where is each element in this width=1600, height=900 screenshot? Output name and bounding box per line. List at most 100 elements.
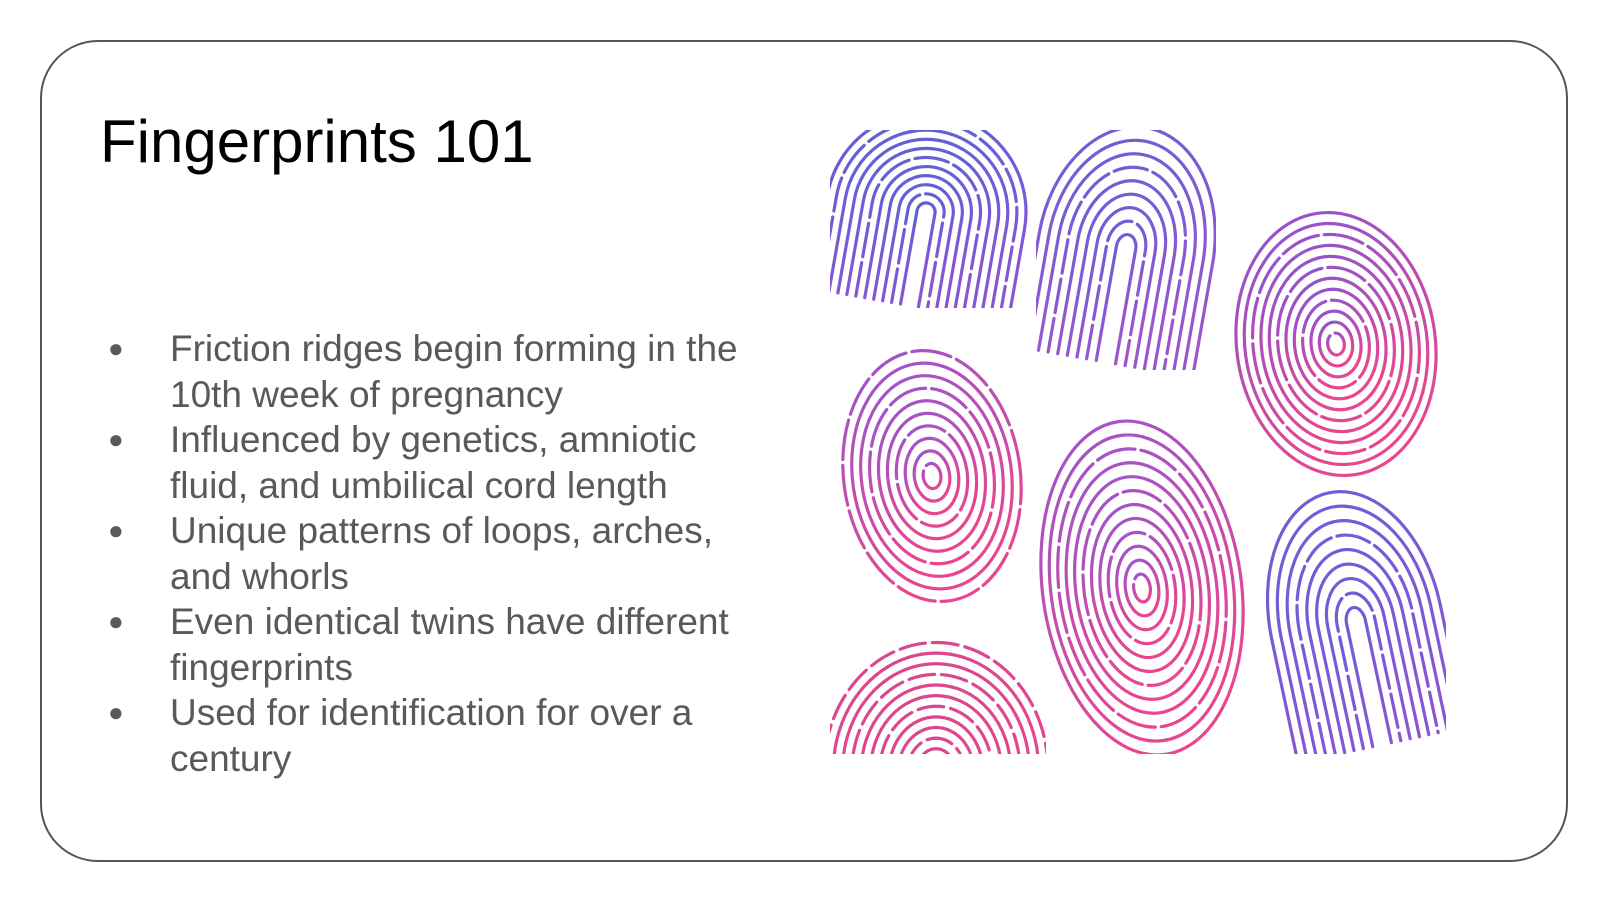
fingerprint-ridge — [1326, 331, 1346, 357]
fingerprints-illustration — [830, 130, 1446, 754]
fingerprint-ridge — [1123, 558, 1161, 618]
fingerprint-ridge — [830, 130, 1028, 308]
fingerprint-ridge — [1036, 139, 1207, 370]
bullet-text: Even identical twins have different fing… — [170, 601, 729, 688]
fingerprint-ridge — [867, 386, 997, 566]
fingerprint-ridge — [1085, 219, 1148, 368]
fingerprint-ridge — [1036, 152, 1197, 370]
fingerprint-ridge — [894, 424, 970, 528]
fingerprint-ridge — [1295, 533, 1440, 754]
fingerprint-ridge — [861, 683, 1011, 754]
fingerprint-ridge — [830, 130, 1010, 308]
top-left-print — [830, 130, 1028, 308]
bullet-text: Friction ridges begin forming in the 10t… — [170, 328, 738, 415]
fingerprint-ridge — [1081, 489, 1203, 687]
fingerprint-ridge — [1039, 419, 1245, 754]
bullet-dot-icon: ● — [108, 333, 124, 363]
fingerprint-ridge — [1267, 254, 1405, 434]
fingerprint-ridge — [850, 361, 1014, 591]
fingerprint-ridge — [842, 662, 1030, 754]
fingerprint-ridge — [1242, 221, 1430, 467]
fingerprint-ridge — [1284, 276, 1388, 412]
fingerprint-ridge — [1131, 572, 1153, 604]
fingerprint-ridge — [910, 736, 962, 754]
fingerprint-ridge — [830, 130, 1019, 308]
fingerprint-ridge — [1098, 516, 1186, 660]
fingerprint-ridge — [1305, 547, 1431, 754]
fingerprint-ridge — [870, 694, 1002, 754]
fingerprint-ridge — [1344, 605, 1394, 749]
fingerprint-ridge — [1317, 320, 1355, 368]
bottom-left-print — [830, 640, 1046, 754]
fingerprint-ridge — [1292, 287, 1380, 401]
fingerprint-ridge — [1075, 206, 1158, 369]
fingerprint-ridge — [1266, 490, 1446, 754]
fingerprint-ridge — [1056, 179, 1178, 370]
fingerprint-ridge — [1234, 210, 1438, 478]
bullet-dot-icon: ● — [108, 515, 124, 545]
fingerprint-ridge — [1115, 544, 1169, 632]
top-right-print — [1234, 210, 1438, 478]
fingerprint-ridge — [876, 399, 988, 553]
fingerprint-ridge — [1259, 243, 1413, 445]
fingerprint-ridge — [830, 640, 1046, 754]
slide-title: Fingerprints 101 — [100, 108, 534, 175]
fingerprint-ridge — [881, 183, 955, 308]
fingerprint-ridge — [1276, 265, 1396, 423]
fingerprint-ridge — [841, 349, 1023, 603]
fingerprint-ridge — [1036, 130, 1216, 370]
fingerprint-ridge — [854, 156, 983, 308]
fingerprint-ridge — [859, 374, 1005, 578]
bullet-dot-icon: ● — [108, 697, 124, 727]
bullet-item: ● Influenced by genetics, amniotic fluid… — [108, 417, 748, 508]
bullet-dot-icon: ● — [108, 424, 124, 454]
bottom-right-print — [1266, 490, 1446, 754]
fingerprint-ridge — [1250, 232, 1422, 456]
bullet-item: ● Unique patterns of loops, arches, and … — [108, 508, 748, 599]
bullet-list: ● Friction ridges begin forming in the 1… — [108, 326, 748, 781]
fingerprint-ridge — [1065, 192, 1168, 370]
fingerprint-ridge — [1275, 504, 1446, 754]
bullet-item: ● Used for identification for over a cen… — [108, 690, 748, 781]
fingerprint-ridge — [889, 192, 946, 308]
bullet-item: ● Friction ridges begin forming in the 1… — [108, 326, 748, 417]
fingerprint-ridge — [832, 651, 1040, 754]
slide: Fingerprints 101 ● Friction ridges begin… — [40, 40, 1568, 862]
fingerprint-ridge — [1324, 576, 1412, 753]
fingerprint-ridge — [1047, 433, 1237, 743]
fingerprint-ridge — [889, 715, 983, 754]
fingerprint-ridge — [912, 449, 952, 503]
fingerprint-ridge — [1064, 461, 1220, 715]
fingerprint-ridge — [1106, 530, 1178, 646]
fingerprint-ridge — [903, 436, 961, 516]
bullet-text: Unique patterns of loops, arches, and wh… — [170, 510, 713, 597]
fingerprint-ridge — [880, 704, 992, 754]
fingerprint-ridge — [845, 146, 992, 308]
fingerprint-ridge — [898, 201, 937, 308]
fingerprint-ridge — [872, 174, 964, 308]
fingerprint-ridge — [899, 725, 973, 754]
fingerprint-ridge — [885, 411, 979, 541]
fingerprint-ridge — [1285, 519, 1446, 754]
fingerprint-ridge — [1072, 475, 1212, 701]
fingerprint-ridge — [836, 137, 1001, 308]
bullet-dot-icon: ● — [108, 606, 124, 636]
bullet-text: Influenced by genetics, amniotic fluid, … — [170, 419, 697, 506]
fingerprint-ridge — [1309, 309, 1363, 379]
fingerprint-ridge — [1301, 298, 1371, 390]
middle-left-print — [841, 349, 1023, 603]
fingerprint-ridge — [1089, 502, 1195, 674]
fingerprint-ridge — [921, 747, 951, 754]
fingerprint-ridge — [1046, 165, 1188, 370]
fingerprint-ridge — [1056, 447, 1228, 729]
fingerprint-ridge — [1094, 233, 1138, 366]
bullet-text: Used for identification for over a centu… — [170, 692, 693, 779]
fingerprint-ridge — [863, 165, 973, 308]
fingerprint-ridge — [921, 461, 943, 491]
fingerprint-ridge — [851, 672, 1021, 754]
fingerprint-ridge — [1334, 591, 1403, 751]
fingerprint-ridge — [1315, 562, 1422, 754]
top-middle-print — [1036, 130, 1216, 370]
bullet-item: ● Even identical twins have different fi… — [108, 599, 748, 690]
center-print — [1039, 419, 1245, 754]
